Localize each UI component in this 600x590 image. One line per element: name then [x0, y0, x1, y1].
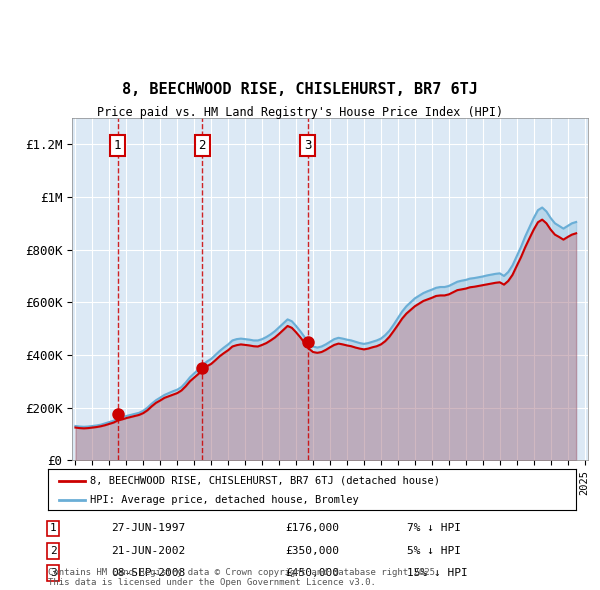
Text: 8, BEECHWOOD RISE, CHISLEHURST, BR7 6TJ: 8, BEECHWOOD RISE, CHISLEHURST, BR7 6TJ	[122, 83, 478, 97]
Text: Contains HM Land Registry data © Crown copyright and database right 2025.
This d: Contains HM Land Registry data © Crown c…	[48, 568, 440, 587]
Text: 5% ↓ HPI: 5% ↓ HPI	[407, 546, 461, 556]
Text: 3: 3	[50, 568, 56, 578]
Text: 1: 1	[50, 523, 56, 533]
Text: 21-JUN-2002: 21-JUN-2002	[112, 546, 185, 556]
Text: 3: 3	[304, 139, 311, 152]
Text: £176,000: £176,000	[286, 523, 340, 533]
Text: £450,000: £450,000	[286, 568, 340, 578]
Text: Price paid vs. HM Land Registry's House Price Index (HPI): Price paid vs. HM Land Registry's House …	[97, 106, 503, 119]
Text: 27-JUN-1997: 27-JUN-1997	[112, 523, 185, 533]
Text: 8, BEECHWOOD RISE, CHISLEHURST, BR7 6TJ (detached house): 8, BEECHWOOD RISE, CHISLEHURST, BR7 6TJ …	[90, 476, 440, 486]
Text: HPI: Average price, detached house, Bromley: HPI: Average price, detached house, Brom…	[90, 495, 359, 505]
Text: 1: 1	[114, 139, 121, 152]
Text: 2: 2	[50, 546, 56, 556]
Text: 2: 2	[199, 139, 206, 152]
Text: 08-SEP-2008: 08-SEP-2008	[112, 568, 185, 578]
Text: 7% ↓ HPI: 7% ↓ HPI	[407, 523, 461, 533]
Text: £350,000: £350,000	[286, 546, 340, 556]
Text: 15% ↓ HPI: 15% ↓ HPI	[407, 568, 468, 578]
